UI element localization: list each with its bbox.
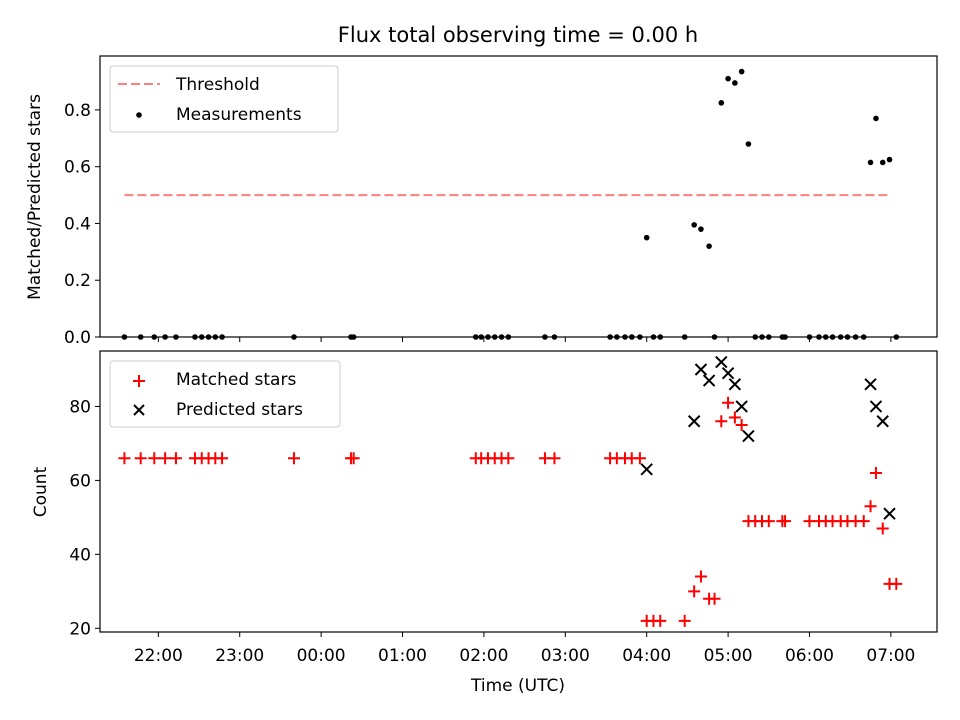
x-tick-label: 22:00: [134, 646, 183, 666]
matched-star-point: [347, 452, 360, 465]
predicted-star-point: [735, 400, 748, 413]
top-legend-box: [109, 65, 339, 133]
x-axis-label: Time (UTC): [470, 676, 565, 696]
matched-star-point: [864, 500, 877, 513]
top-axes-frame: [99, 55, 938, 338]
matched-star-point: [633, 452, 646, 465]
matched-star-point: [735, 418, 748, 431]
measurement-point: [698, 226, 704, 232]
matched-star-point: [159, 452, 172, 465]
predicted-star-point: [702, 374, 716, 387]
top-y-axis-label: Matched/Predicted stars: [25, 94, 45, 300]
bottom-y-tick-label: 20: [69, 619, 91, 639]
top-y-tick-label: 0.6: [64, 158, 91, 178]
top-y-tick-label: 0.4: [64, 214, 91, 234]
bottom-legend: Matched stars Predicted stars: [109, 360, 341, 428]
x-tick-label: 01:00: [378, 646, 427, 666]
matched-star-point: [857, 515, 870, 528]
matched-star-point: [654, 614, 667, 627]
top-legend: Threshold Measurements: [109, 65, 339, 133]
bottom-y-tick-label: 60: [69, 471, 91, 491]
predicted-star-point: [687, 415, 701, 428]
predicted-star-point: [728, 378, 742, 391]
matched-star-point: [148, 452, 161, 465]
measurement-point: [725, 75, 731, 82]
bottom-y-tick-label: 80: [69, 397, 91, 417]
legend-threshold-label: Threshold: [175, 75, 260, 95]
matched-star-point: [779, 515, 792, 528]
legend-predicted-label: Predicted stars: [176, 400, 303, 420]
matched-star-point: [548, 452, 561, 465]
predicted-star-point: [864, 378, 877, 391]
measurement-point: [738, 68, 745, 75]
matched-star-point: [722, 396, 735, 409]
matched-star-point: [728, 411, 741, 424]
matched-star-point: [287, 452, 300, 465]
bottom-panel: 20 40 60 80 22:00 23:00 00:00 01:00 02:00 03:00 04…: [31, 350, 938, 696]
matched-star-point: [134, 452, 147, 465]
x-tick-label: 02:00: [459, 646, 508, 666]
matched-star-point: [869, 467, 882, 480]
matched-star-point: [502, 452, 515, 465]
predicted-star-point: [742, 429, 755, 443]
measurement-point: [867, 159, 874, 166]
top-y-tick-label: 0.2: [64, 271, 91, 291]
predicted-star-point: [694, 363, 708, 376]
matched-star-point: [890, 577, 903, 590]
x-tick-label: 06:00: [785, 646, 834, 666]
x-tick-label: 23:00: [215, 646, 264, 666]
top-y-tick-label: 0.8: [64, 101, 91, 121]
top-y-tick-label: 0.0: [64, 328, 91, 348]
predicted-star-point: [715, 355, 728, 369]
measurement-point: [745, 141, 752, 147]
chart-title: Flux total observing time = 0.00 h: [338, 23, 698, 47]
bottom-y-tick-label: 40: [69, 545, 91, 565]
matched-star-point: [762, 515, 775, 528]
legend-measurements-swatch: [136, 112, 142, 118]
x-tick-label: 07:00: [866, 646, 915, 666]
measurement-point: [691, 222, 697, 228]
matched-star-point: [118, 452, 131, 465]
bottom-plot-area: 20 40 60 80 22:00 23:00 00:00 01:00 02:00 03:00 04…: [69, 350, 938, 666]
top-plot-area: 0.0 0.2 0.4 0.6 0.8: [64, 55, 938, 348]
x-tick-label: 00:00: [297, 646, 346, 666]
matched-star-point: [715, 415, 728, 428]
bottom-y-axis-label: Count: [31, 466, 51, 517]
matched-star-point: [688, 585, 701, 598]
matched-star-point: [169, 452, 182, 465]
legend-matched-swatch: [133, 375, 145, 387]
legend-predicted-swatch: [133, 404, 145, 416]
matched-star-point: [876, 522, 889, 535]
legend-matched-label: Matched stars: [176, 370, 296, 390]
x-tick-label: 05:00: [704, 646, 753, 666]
bottom-axes-frame: [99, 350, 938, 633]
measurement-point: [873, 115, 879, 122]
top-panel: 0.0 0.2 0.4 0.6 0.8 Matched/Predicted stars: [25, 55, 938, 348]
matched-star-point: [708, 592, 721, 605]
matched-star-point: [694, 570, 707, 583]
measurement-point: [643, 234, 650, 241]
bottom-legend-box: [109, 360, 341, 428]
predicted-star-point: [876, 415, 889, 428]
predicted-star-point: [640, 463, 653, 476]
measurement-point: [879, 159, 886, 166]
matched-star-point: [678, 614, 691, 627]
measurement-point: [706, 243, 712, 249]
predicted-star-point: [721, 366, 735, 380]
x-tick-label: 03:00: [541, 646, 590, 666]
x-tick-label: 04:00: [622, 646, 671, 666]
legend-measurements-label: Measurements: [176, 105, 302, 125]
measurement-point: [886, 156, 893, 163]
matched-star-point: [216, 452, 229, 465]
measurement-point: [718, 100, 725, 106]
predicted-star-point: [883, 507, 896, 520]
predicted-star-point: [869, 400, 883, 413]
measurement-point: [732, 80, 738, 86]
